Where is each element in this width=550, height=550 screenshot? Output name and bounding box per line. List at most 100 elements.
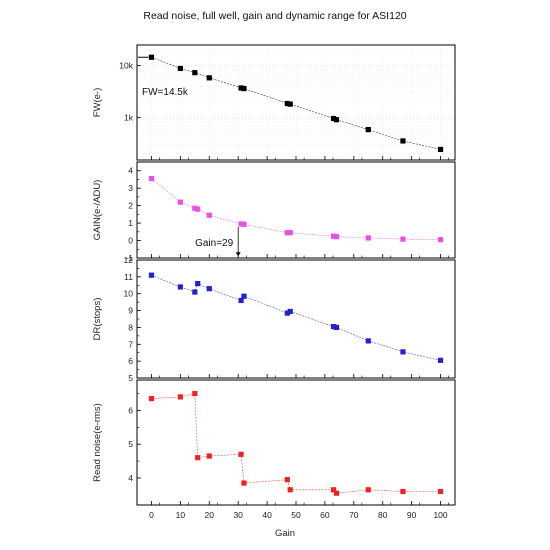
data-point	[365, 235, 371, 241]
y-tick-label: 2	[128, 201, 133, 211]
data-point	[437, 357, 444, 363]
data-point	[241, 293, 247, 299]
panel-3: 5 6 7 8 9 10 11 12 DR(stops)	[92, 255, 456, 383]
data-point	[287, 308, 293, 315]
data-point	[177, 394, 183, 400]
data-point	[195, 281, 201, 287]
y-axis-label: FW(e-)	[92, 88, 103, 118]
y-tick-label: 11	[124, 272, 133, 282]
x-tick-label: 50	[291, 510, 301, 520]
panel-1: 1k 10k FW(e-) FW=14.5k	[92, 44, 456, 161]
data-point	[284, 230, 290, 236]
y-tick-label: 0	[128, 236, 133, 246]
data-point	[238, 221, 244, 227]
y-tick-label: 12	[124, 255, 134, 265]
data-point	[206, 212, 212, 218]
panel-frame	[136, 259, 456, 379]
figure-title: Read noise, full well, gain and dynamic …	[143, 10, 406, 22]
data-point	[195, 206, 201, 212]
y-axis-label: Read noise(e-rms)	[92, 403, 103, 482]
data-point	[192, 289, 198, 295]
data-point	[177, 199, 183, 205]
y-tick-label: 3	[128, 183, 133, 193]
y-tick-label: 4	[128, 166, 133, 176]
data-point	[241, 85, 247, 92]
data-point	[206, 453, 212, 459]
data-point	[284, 310, 290, 316]
x-tick-label: 30	[233, 510, 243, 520]
data-point	[365, 338, 371, 344]
y-tick-label: 6	[128, 356, 133, 366]
y-tick-label: 7	[128, 339, 133, 349]
x-tick-label: 80	[378, 510, 388, 520]
x-tick-label: 0	[149, 510, 154, 520]
x-tick-label: 90	[407, 510, 417, 520]
y-tick-label: 1k	[124, 112, 134, 122]
y-tick-label: 9	[128, 306, 133, 316]
data-point	[287, 487, 293, 493]
data-point	[284, 100, 290, 107]
data-point	[437, 488, 444, 495]
panel-frame	[136, 161, 456, 259]
data-point	[330, 233, 337, 239]
data-point	[241, 480, 247, 486]
data-point	[437, 237, 444, 243]
y-axis-label: DR(stops)	[92, 298, 103, 341]
x-tick-label: 40	[262, 510, 272, 520]
fw-annotation: FW=14.5k	[142, 87, 189, 98]
y-axis-label: GAIN(e-/ADU)	[92, 180, 103, 241]
data-point	[238, 451, 244, 457]
data-point	[148, 395, 155, 402]
data-point	[177, 65, 183, 72]
data-point	[195, 455, 201, 461]
series-line	[151, 393, 441, 494]
y-tick-label: 5	[128, 373, 133, 383]
data-point	[400, 349, 406, 355]
data-point	[206, 286, 212, 292]
data-point	[400, 138, 406, 144]
data-point	[333, 117, 340, 123]
data-point	[238, 85, 244, 91]
data-point	[400, 236, 406, 242]
data-point	[437, 146, 444, 153]
series-line	[151, 274, 441, 361]
data-point	[287, 230, 293, 236]
y-tick-label: 4	[128, 473, 133, 483]
data-point	[333, 234, 340, 240]
data-point	[192, 390, 198, 397]
y-tick-label: 10k	[119, 61, 133, 71]
y-tick-label: 8	[128, 322, 133, 332]
data-point	[333, 324, 340, 331]
x-tick-label: 20	[205, 510, 215, 520]
data-point	[148, 175, 155, 182]
y-tick-label: -1	[125, 253, 133, 263]
data-point	[206, 75, 212, 81]
data-point	[400, 488, 406, 495]
data-point	[148, 272, 155, 278]
x-tick-label: 10	[176, 510, 186, 520]
series-line	[151, 178, 441, 240]
y-tick-label: 10	[124, 289, 134, 299]
x-tick-label: 70	[349, 510, 359, 520]
data-point	[192, 70, 198, 76]
data-point	[365, 487, 371, 493]
data-point	[238, 297, 244, 304]
data-point	[330, 487, 337, 493]
data-point	[287, 101, 293, 107]
x-axis-label: Gain	[275, 528, 295, 539]
x-tick-label: 60	[320, 510, 330, 520]
gain-arrow-head	[235, 252, 241, 257]
y-tick-label: 6	[128, 405, 133, 415]
data-point	[365, 127, 371, 133]
y-tick-label: 1	[128, 218, 133, 228]
panel-frame	[136, 379, 456, 506]
y-tick-label: 5	[128, 439, 133, 449]
data-point	[148, 54, 155, 60]
data-point	[330, 115, 337, 122]
data-point	[333, 490, 340, 496]
data-point	[177, 284, 183, 290]
